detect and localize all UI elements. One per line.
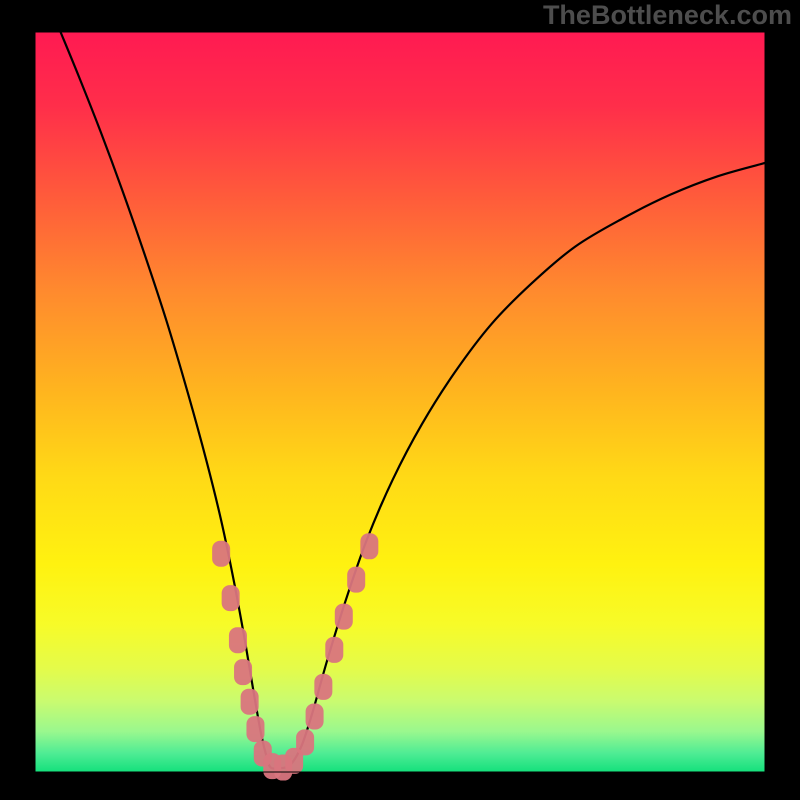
curve-marker	[306, 704, 324, 730]
chart-svg-layer	[0, 0, 800, 800]
bottleneck-curve	[61, 32, 765, 769]
curve-marker	[325, 637, 343, 663]
curve-marker	[241, 689, 259, 715]
curve-marker	[335, 604, 353, 630]
curve-marker	[314, 674, 332, 700]
curve-marker	[347, 567, 365, 593]
curve-marker	[360, 533, 378, 559]
chart-inner-frame	[35, 32, 765, 772]
curve-marker	[212, 541, 230, 567]
curve-marker	[296, 729, 314, 755]
watermark-text: TheBottleneck.com	[543, 0, 792, 31]
curve-marker	[222, 585, 240, 611]
curve-marker	[229, 627, 247, 653]
chart-stage: TheBottleneck.com	[0, 0, 800, 800]
curve-marker	[246, 716, 264, 742]
curve-marker	[234, 659, 252, 685]
